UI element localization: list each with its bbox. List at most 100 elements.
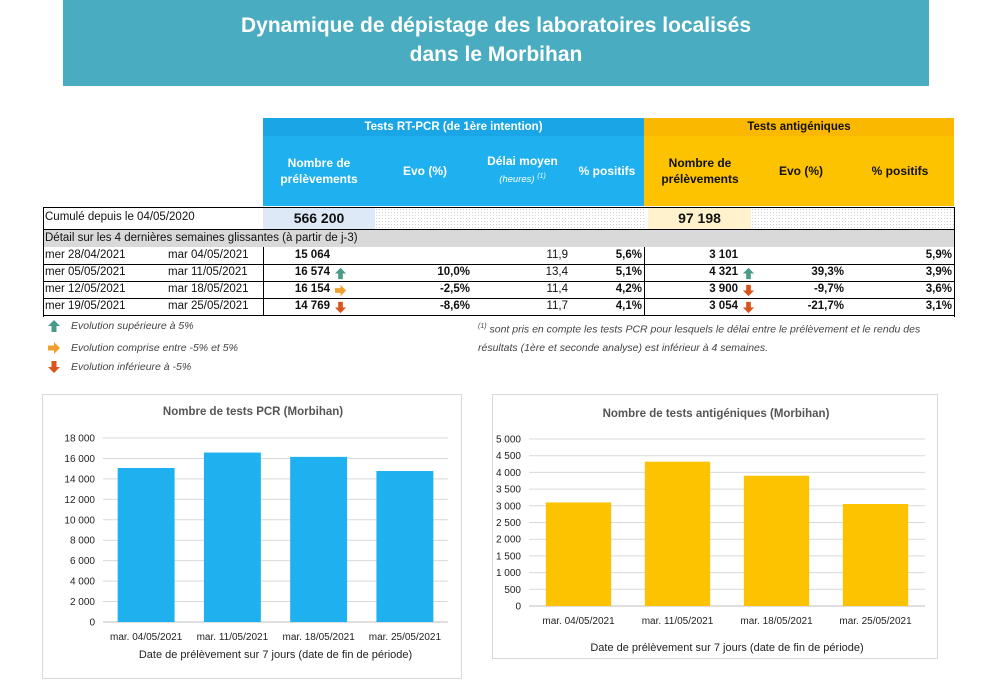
y-tick-label: 3 000 xyxy=(496,501,521,512)
pcr-positifs-header-label: % positifs xyxy=(578,164,636,178)
arrow-right-icon xyxy=(48,342,60,354)
footnote-text: sont pris en compte les tests PCR pour l… xyxy=(478,323,921,354)
legend-up: Evolution supérieure à 5% xyxy=(48,320,194,332)
row-start-date: mer 12/05/2021 xyxy=(45,283,126,295)
row-pcr-evo: -8,6% xyxy=(439,300,470,312)
bar xyxy=(290,456,348,622)
y-tick-label: 4 000 xyxy=(496,468,521,479)
y-tick-label: 18 000 xyxy=(64,434,95,445)
table-line xyxy=(43,207,954,208)
legend-right: Evolution comprise entre -5% et 5% xyxy=(48,342,238,354)
detail-label: Détail sur les 4 dernières semaines glis… xyxy=(43,230,954,247)
y-tick-label: 3 500 xyxy=(496,485,521,496)
arrow-down-icon xyxy=(334,301,347,314)
y-tick-label: 8 000 xyxy=(70,536,95,547)
page-title-line1: Dynamique de dépistage des laboratoires … xyxy=(240,14,752,37)
y-tick-label: 4 500 xyxy=(496,451,521,462)
row-pcr-count: 14 769 xyxy=(294,300,330,312)
ag-chart: Nombre de tests antigéniques (Morbihan) 0… xyxy=(492,394,938,659)
y-tick-label: 2 500 xyxy=(496,518,521,529)
y-tick-label: 14 000 xyxy=(64,474,95,485)
y-tick-label: 16 000 xyxy=(64,454,95,465)
pcr-delai-subheader: (heures) (1) xyxy=(499,169,546,188)
table-border xyxy=(644,247,645,315)
row-ag-evo: 39,3% xyxy=(811,266,844,278)
footnote-marker: (1) xyxy=(478,323,487,330)
row-ag-count: 3 054 xyxy=(709,300,738,312)
cumul-pcr-value: 566 200 xyxy=(263,208,375,229)
x-tick-label: mar. 11/05/2021 xyxy=(197,632,269,643)
row-pcr-evo: 10,0% xyxy=(437,266,470,278)
table-border xyxy=(954,207,955,317)
row-pcr-delai: 11,7 xyxy=(546,300,568,312)
row-end-date: mar 25/05/2021 xyxy=(168,300,249,312)
y-tick-label: 0 xyxy=(515,602,521,613)
bar xyxy=(117,468,175,622)
y-tick-label: 4 000 xyxy=(70,577,95,588)
ag-positifs-header-label: % positifs xyxy=(871,164,929,178)
pcr-positifs-header: % positifs xyxy=(570,136,644,206)
row-ag-positifs: 3,9% xyxy=(925,266,952,278)
row-ag-evo: -21,7% xyxy=(807,300,844,312)
row-start-date: mer 05/05/2021 xyxy=(45,266,126,278)
row-end-date: mar 18/05/2021 xyxy=(168,283,249,295)
cumul-ag-filler xyxy=(751,208,954,229)
bar xyxy=(376,471,434,622)
pcr-evo-header: Evo (%) xyxy=(375,136,475,206)
y-tick-label: 1 000 xyxy=(496,568,521,579)
table-line xyxy=(43,264,954,265)
row-pcr-positifs: 5,1% xyxy=(615,266,642,278)
arrow-down-icon xyxy=(48,361,60,373)
y-tick-label: 2 000 xyxy=(496,535,521,546)
x-axis-label: Date de prélèvement sur 7 jours (date de… xyxy=(590,642,863,654)
row-pcr-delai: 13,4 xyxy=(545,266,568,278)
row-ag-evo: -9,7% xyxy=(813,283,844,295)
y-tick-label: 0 xyxy=(89,618,95,629)
row-pcr-count: 16 574 xyxy=(294,266,330,278)
bar xyxy=(644,461,711,606)
footnote: (1) sont pris en compte les tests PCR po… xyxy=(478,318,948,357)
y-tick-label: 6 000 xyxy=(70,556,95,567)
y-tick-label: 1 500 xyxy=(496,551,521,562)
row-ag-positifs: 3,1% xyxy=(925,300,952,312)
pcr-evo-header-label: Evo (%) xyxy=(402,164,447,178)
arrow-down-icon xyxy=(742,284,755,297)
pcr-delai-header: Délai moyen (heures) (1) xyxy=(475,136,570,206)
bar xyxy=(545,502,612,606)
row-start-date: mer 28/04/2021 xyxy=(45,249,126,261)
bar xyxy=(842,503,909,606)
table-border xyxy=(263,247,264,315)
row-ag-count: 3 900 xyxy=(709,283,738,295)
legend-down-label: Evolution inférieure à -5% xyxy=(71,361,192,373)
row-end-date: mar 11/05/2021 xyxy=(168,266,248,278)
table-border xyxy=(43,207,44,317)
footnote-ref: (1) xyxy=(537,173,546,181)
pcr-group-header: Tests RT-PCR (de 1ère intention) xyxy=(263,118,644,136)
table-line xyxy=(43,281,954,282)
ag-prelev-header: Nombre de prélèvements xyxy=(644,136,756,206)
row-ag-count: 4 321 xyxy=(709,266,738,278)
ag-prelev-header-label: Nombre de prélèvements xyxy=(661,156,739,186)
row-pcr-positifs: 5,6% xyxy=(615,249,642,261)
pcr-chart-svg: Nombre de tests PCR (Morbihan) 0 2 000 4 00… xyxy=(64,406,448,661)
x-tick-label: mar. 11/05/2021 xyxy=(642,616,714,627)
chart-title: Nombre de tests PCR (Morbihan) xyxy=(163,406,343,418)
row-ag-count: 3 101 xyxy=(709,249,738,261)
y-tick-label: 500 xyxy=(504,585,521,596)
y-tick-label: 5 000 xyxy=(496,435,521,446)
row-ag-positifs: 3,6% xyxy=(925,283,952,295)
arrow-down-icon xyxy=(742,301,755,314)
row-pcr-delai: 11,4 xyxy=(546,283,568,295)
table-line xyxy=(43,229,954,230)
x-tick-label: mar. 25/05/2021 xyxy=(369,632,442,643)
row-ag-positifs: 5,9% xyxy=(925,249,952,261)
x-tick-label: mar. 04/05/2021 xyxy=(542,616,615,627)
cumul-ag-value: 97 198 xyxy=(648,208,751,229)
pcr-delai-unit: (heures) xyxy=(499,174,535,186)
bar xyxy=(743,475,810,606)
row-pcr-delai: 11,9 xyxy=(546,249,568,261)
x-tick-label: mar. 04/05/2021 xyxy=(110,632,183,643)
legend-right-label: Evolution comprise entre -5% et 5% xyxy=(71,342,238,354)
arrow-right-icon xyxy=(334,284,347,297)
arrow-up-icon xyxy=(742,267,755,280)
